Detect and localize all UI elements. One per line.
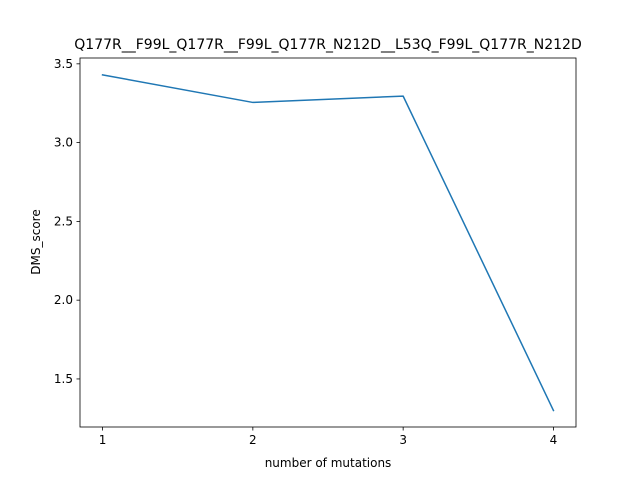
x-tick-label-0: 1 — [99, 433, 107, 447]
y-tick-label-1: 2.0 — [54, 293, 73, 307]
y-axis-label: DMS_score — [29, 209, 43, 274]
series-line-0 — [101, 73, 555, 412]
y-tick-label-2: 2.5 — [54, 214, 73, 228]
y-tick-label-0: 1.5 — [54, 372, 73, 386]
x-axis-label: number of mutations — [265, 456, 392, 470]
chart-title: Q177R__F99L_Q177R__F99L_Q177R_N212D__L53… — [74, 37, 581, 53]
axes-frame — [79, 57, 577, 428]
x-tick-label-2: 3 — [399, 433, 407, 447]
y-tick-label-3: 3.0 — [54, 136, 73, 150]
x-tick-label-1: 2 — [249, 433, 257, 447]
x-tick-label-3: 4 — [550, 433, 558, 447]
plot-area: 1 2 3 4 1.5 2.0 2.5 3.0 3.5 — [54, 57, 577, 447]
y-tick-label-4: 3.5 — [54, 57, 73, 71]
